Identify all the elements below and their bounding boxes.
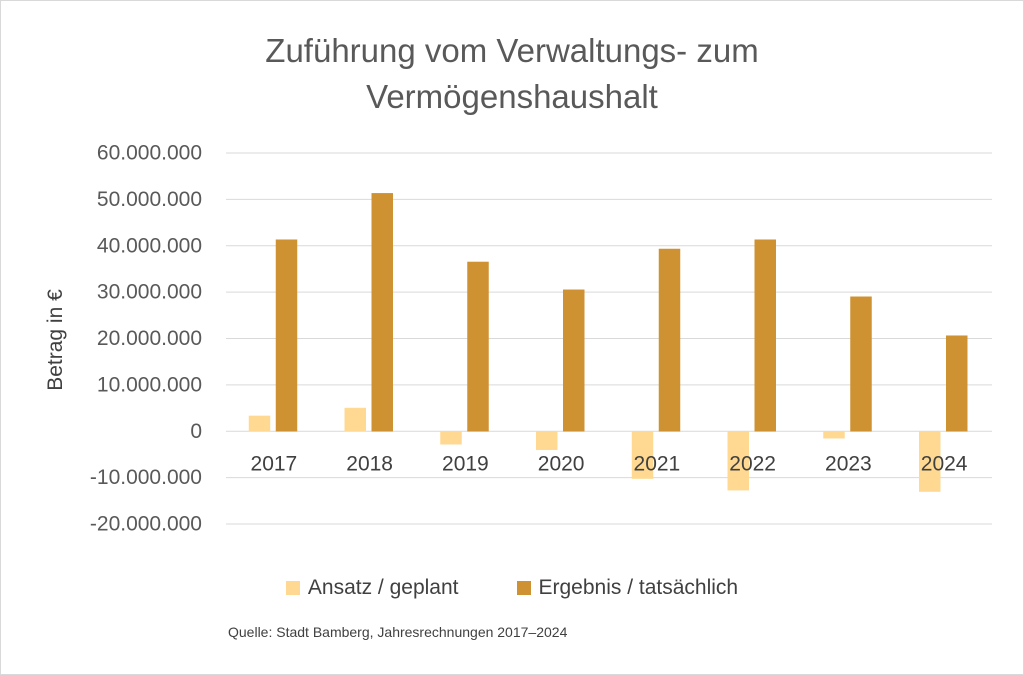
y-tick-label: -10.000.000 xyxy=(90,466,202,489)
legend-label-planned: Ansatz / geplant xyxy=(307,576,459,599)
legend-item-planned: Ansatz / geplant xyxy=(285,576,459,600)
chart-title-line-2: Vermögenshaushalt xyxy=(366,78,658,115)
bar-actual xyxy=(754,239,776,432)
y-tick-label: 10.000.000 xyxy=(97,373,202,396)
bar-actual xyxy=(658,248,681,432)
x-tick-label: 2020 xyxy=(538,453,585,476)
bar-planned xyxy=(823,431,845,439)
chart-legend: Ansatz / geplant Ergebnis / tatsächlich xyxy=(0,576,1024,600)
legend-label-actual: Ergebnis / tatsächlich xyxy=(538,576,739,599)
x-tick-label: 2021 xyxy=(634,453,681,476)
legend-swatch-planned xyxy=(285,581,300,595)
x-tick-label: 2022 xyxy=(729,453,776,476)
bar-actual xyxy=(563,289,585,432)
x-tick-label: 2019 xyxy=(442,453,489,476)
bar-actual xyxy=(275,239,298,432)
bar-planned xyxy=(248,415,271,432)
bar-actual xyxy=(467,261,489,432)
y-tick-label: 30.000.000 xyxy=(97,281,202,304)
y-tick-label: 50.000.000 xyxy=(97,188,202,211)
bar-planned xyxy=(631,431,654,479)
source-note: Quelle: Stadt Bamberg, Jahresrechnungen … xyxy=(228,624,568,640)
bar-planned xyxy=(727,431,749,491)
legend-swatch-actual xyxy=(516,581,531,595)
x-tick-label: 2023 xyxy=(825,453,872,476)
x-tick-label: 2018 xyxy=(346,453,393,476)
legend-item-actual: Ergebnis / tatsächlich xyxy=(516,576,739,600)
bar-planned xyxy=(344,407,366,432)
y-tick-label: 60.000.000 xyxy=(97,142,202,165)
chart-title: Zuführung vom Verwaltungs- zum Vermögens… xyxy=(0,28,1024,120)
bar-actual xyxy=(371,193,393,432)
bar-actual xyxy=(850,296,872,432)
y-tick-label: 0 xyxy=(190,420,202,443)
chart-title-line-1: Zuführung vom Verwaltungs- zum xyxy=(265,32,759,69)
y-tick-label: -20.000.000 xyxy=(90,513,202,536)
x-tick-label: 2024 xyxy=(921,453,968,476)
bar-actual xyxy=(946,335,968,432)
bar-planned xyxy=(919,431,941,492)
y-tick-label: 40.000.000 xyxy=(97,234,202,257)
bar-planned xyxy=(440,431,462,445)
bar-planned xyxy=(536,431,558,451)
y-tick-label: 20.000.000 xyxy=(97,327,202,350)
x-tick-label: 2017 xyxy=(251,453,298,476)
